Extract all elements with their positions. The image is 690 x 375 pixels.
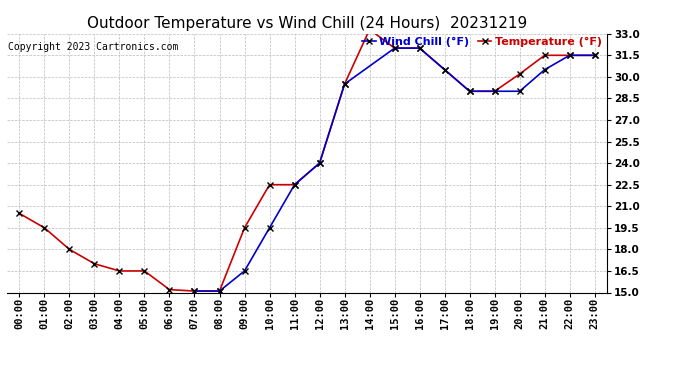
Title: Outdoor Temperature vs Wind Chill (24 Hours)  20231219: Outdoor Temperature vs Wind Chill (24 Ho…	[87, 16, 527, 31]
Text: Copyright 2023 Cartronics.com: Copyright 2023 Cartronics.com	[8, 42, 178, 51]
Legend: Wind Chill (°F), Temperature (°F): Wind Chill (°F), Temperature (°F)	[362, 37, 602, 47]
